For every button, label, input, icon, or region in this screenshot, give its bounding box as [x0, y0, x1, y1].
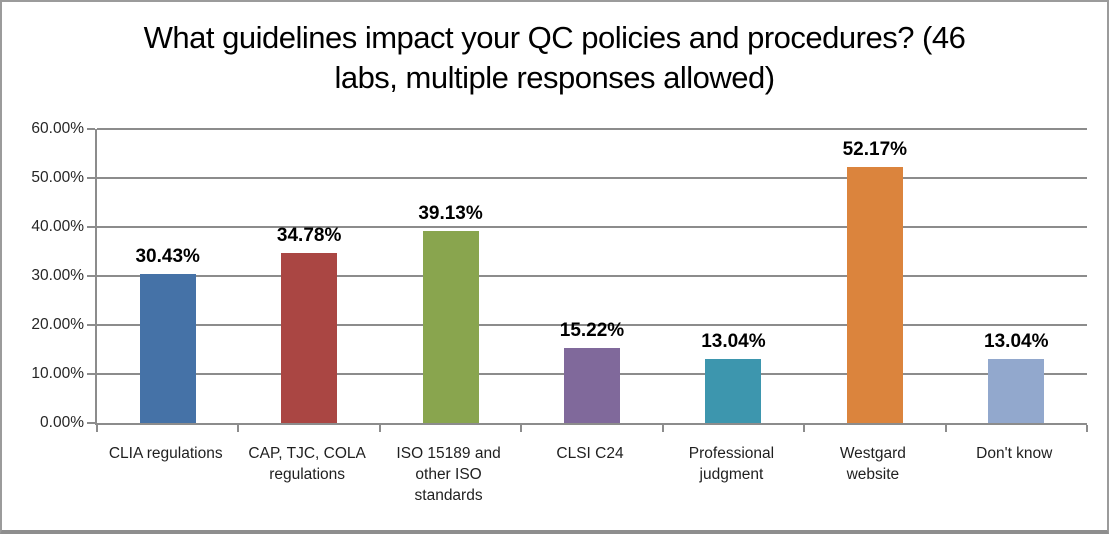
category-label: Professional judgment	[688, 445, 775, 483]
x-axis-labels: CLIA regulations CAP, TJC, COLA regulatio…	[2, 443, 1107, 530]
y-axis-tick	[87, 275, 95, 277]
bar-value-label: 39.13%	[418, 203, 483, 225]
gridline	[97, 275, 1087, 277]
gridline	[97, 324, 1087, 326]
bar-value-label: 15.22%	[559, 320, 625, 342]
bar-2	[281, 252, 338, 423]
chart-title: What guidelines impact your QC policies …	[143, 20, 966, 95]
y-axis-tick-label: 50.00%	[31, 169, 84, 186]
x-axis-tick	[520, 425, 523, 432]
bar-value-label: 13.04%	[701, 331, 766, 353]
y-axis-tick-label: 20.00%	[31, 316, 84, 333]
y-axis-tick	[87, 373, 95, 375]
x-axis-tick	[944, 425, 947, 432]
category-label: CAP, TJC, COLA regulations	[248, 445, 366, 483]
bar-value-label: 30.43%	[135, 245, 200, 267]
category-label: CLIA regulations	[108, 445, 223, 462]
bar-7	[988, 359, 1045, 423]
category-label: CLSI C24	[556, 445, 624, 462]
x-axis-tick	[803, 425, 806, 432]
category-label: Don't know	[976, 445, 1053, 462]
x-axis-tick	[1086, 425, 1088, 432]
bar-3	[422, 231, 479, 423]
bar-5	[705, 359, 762, 423]
gridline	[97, 226, 1087, 228]
bar-value-label: 52.17%	[842, 139, 908, 161]
y-axis-tick-label: 0.00%	[40, 414, 84, 431]
category-label: ISO 15189 and other ISO standards	[396, 445, 501, 504]
category-label: Westgard website	[839, 445, 906, 483]
y-axis-tick	[87, 324, 95, 326]
y-axis-tick	[87, 422, 95, 424]
y-axis-tick	[87, 128, 95, 130]
x-axis-tick	[237, 425, 240, 432]
bar-1	[139, 273, 196, 423]
bar-value-label: 13.04%	[984, 331, 1049, 353]
y-axis-tick-label: 30.00%	[31, 267, 84, 284]
y-axis-tick	[87, 226, 95, 228]
bar-value-label: 34.78%	[276, 224, 342, 246]
y-axis-labels: 0.00% 10.00% 20.00% 30.00% 40.00% 50.00% 60.00…	[2, 2, 92, 530]
x-axis-tick	[661, 425, 664, 432]
y-axis-tick-label: 60.00%	[31, 120, 84, 137]
gridline	[97, 128, 1087, 130]
bar-6	[846, 167, 903, 423]
gridline	[97, 177, 1087, 179]
y-axis-tick	[87, 177, 95, 179]
plot-area: 30.43% 34.78% 39.13% 15.22% 13.04% 52.17% 13.0…	[87, 128, 1088, 432]
y-axis-tick-label: 10.00%	[31, 365, 84, 382]
y-axis-tick-label: 40.00%	[31, 218, 84, 235]
bar-4	[564, 348, 620, 423]
x-axis-tick	[378, 425, 381, 432]
x-axis-tick	[96, 425, 98, 432]
